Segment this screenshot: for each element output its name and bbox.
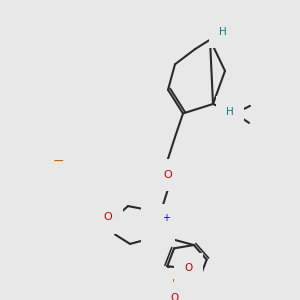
Text: O: O bbox=[103, 212, 112, 222]
Polygon shape bbox=[213, 104, 216, 106]
Text: Br: Br bbox=[172, 279, 184, 289]
Polygon shape bbox=[216, 106, 219, 108]
Text: N: N bbox=[153, 218, 163, 232]
Text: −: − bbox=[52, 154, 64, 168]
Text: O: O bbox=[170, 292, 178, 300]
Text: Br: Br bbox=[40, 159, 54, 172]
Text: O: O bbox=[164, 170, 172, 180]
Polygon shape bbox=[225, 111, 228, 113]
Text: H: H bbox=[226, 106, 234, 117]
Text: +: + bbox=[162, 213, 170, 224]
Polygon shape bbox=[219, 108, 222, 109]
Polygon shape bbox=[222, 109, 225, 112]
Text: H: H bbox=[219, 27, 227, 37]
Text: O: O bbox=[184, 263, 192, 273]
Polygon shape bbox=[210, 30, 223, 40]
